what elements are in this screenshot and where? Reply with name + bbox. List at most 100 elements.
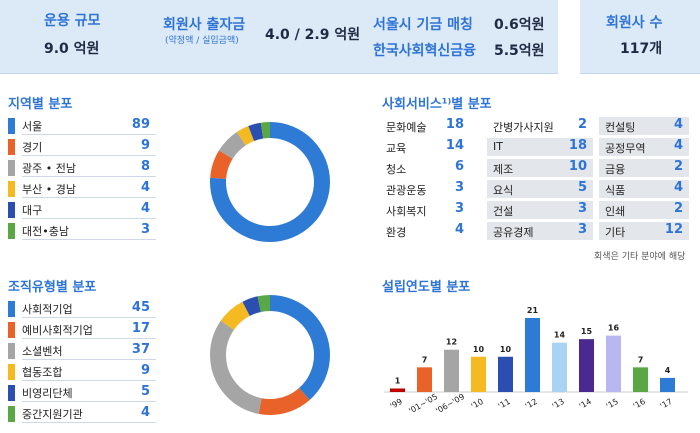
year-tick-label: '17 <box>659 397 674 411</box>
service-value: 2 <box>673 159 683 174</box>
service-item: 금융 2 <box>599 159 689 177</box>
org-legend-item: 협동조합 9 <box>8 363 156 381</box>
legend-value: 4 <box>140 405 150 420</box>
region-legend-item: 광주 • 전남 8 <box>8 159 156 177</box>
service-note: 회색은 기타 분야에 해당 <box>594 252 686 262</box>
service-value: 3 <box>454 180 464 195</box>
region-donut-chart <box>210 122 330 242</box>
year-bar-value: 7 <box>422 355 428 364</box>
legend-divider <box>22 155 156 156</box>
legend-swatch <box>8 160 15 176</box>
year-bar <box>498 356 513 392</box>
region-legend-item: 부산 • 경남 4 <box>8 180 156 198</box>
service-item: 식품 4 <box>599 180 689 198</box>
scale-value: 9.0 억원 <box>44 41 100 57</box>
year-tick-label: '10 <box>470 397 485 411</box>
service-value: 4 <box>454 222 464 237</box>
service-label: 교육 <box>386 142 407 155</box>
legend-value: 5 <box>140 384 150 399</box>
legend-divider <box>22 401 156 402</box>
legend-label: 소셜벤처 <box>22 345 63 358</box>
service-label: 제조 <box>493 163 514 176</box>
org-legend-item: 사회적기업 45 <box>8 300 156 318</box>
legend-swatch <box>8 118 15 134</box>
capital-label: 회원사 출자금 <box>163 17 246 33</box>
legend-swatch <box>8 139 15 155</box>
legend-divider <box>22 359 156 360</box>
service-value: 18 <box>445 117 464 132</box>
service-value: 2 <box>673 201 683 216</box>
legend-value: 17 <box>131 321 150 336</box>
org-slice <box>210 295 330 415</box>
year-tick-label: '16 <box>632 397 647 411</box>
service-value: 3 <box>577 201 587 216</box>
legend-label: 협동조합 <box>22 366 63 379</box>
year-bar <box>606 335 621 392</box>
korea-fund-value: 5.5억원 <box>494 43 545 59</box>
legend-value: 45 <box>131 300 150 315</box>
year-bar <box>390 388 405 392</box>
org-legend-item: 소셜벤처 37 <box>8 342 156 360</box>
legend-divider <box>22 380 156 381</box>
year-bar-value: 1 <box>395 376 401 385</box>
legend-value: 4 <box>140 180 150 195</box>
legend-label: 서울 <box>22 120 43 133</box>
legend-swatch <box>8 202 15 218</box>
service-item: 컨설팅 4 <box>599 117 689 135</box>
legend-swatch <box>8 322 15 338</box>
service-item: 청소 6 <box>380 159 470 177</box>
capital-value: 4.0 / 2.9 억원 <box>265 27 361 43</box>
year-title: 설립연도별 분포 <box>382 280 471 295</box>
service-label: 요식 <box>493 184 514 197</box>
year-bar <box>660 377 675 392</box>
legend-label: 사회적기업 <box>22 303 73 316</box>
service-item: 사회복지 3 <box>380 201 470 219</box>
year-bar-value: 10 <box>500 345 512 354</box>
service-value: 18 <box>568 138 587 153</box>
service-value: 6 <box>454 159 464 174</box>
service-label: IT <box>493 140 503 153</box>
members-label: 회원사 수 <box>606 15 663 31</box>
legend-label: 비영리단체 <box>22 387 73 400</box>
legend-divider <box>22 422 156 423</box>
members-value: 117개 <box>620 41 663 57</box>
region-legend-item: 대구 4 <box>8 201 156 219</box>
service-value: 3 <box>577 222 587 237</box>
year-bar-value: 7 <box>638 355 644 364</box>
region-legend-item: 대전•충남 3 <box>8 222 156 240</box>
service-item: 건설 3 <box>487 201 593 219</box>
legend-divider <box>22 176 156 177</box>
region-slice <box>210 122 330 242</box>
region-legend-item: 경기 9 <box>8 138 156 156</box>
legend-label: 대전•충남 <box>22 225 69 238</box>
service-value: 3 <box>454 201 464 216</box>
legend-label: 예비사회적기업 <box>22 324 93 337</box>
year-tick-label: '15 <box>605 397 620 411</box>
legend-label: 중간지원기관 <box>22 408 83 421</box>
legend-label: 부산 • 경남 <box>22 183 76 196</box>
service-value: 2 <box>577 117 587 132</box>
region-title: 지역별 분포 <box>8 97 73 112</box>
service-label: 간병가사지원 <box>493 121 554 134</box>
year-bar-value: 12 <box>446 338 457 347</box>
service-value: 4 <box>673 117 683 132</box>
year-bar <box>471 356 486 392</box>
service-value: 4 <box>673 180 683 195</box>
service-value: 10 <box>568 159 587 174</box>
year-bar <box>444 349 459 392</box>
org-legend-item: 예비사회적기업 17 <box>8 321 156 339</box>
legend-swatch <box>8 364 15 380</box>
service-label: 기타 <box>605 226 626 239</box>
members-panel: 회원사 수 117개 <box>580 0 700 74</box>
service-label: 관광운동 <box>386 184 427 197</box>
legend-value: 37 <box>131 342 150 357</box>
service-item: 간병가사지원 2 <box>487 117 593 135</box>
org-slice <box>210 295 330 415</box>
legend-value: 3 <box>140 222 150 237</box>
service-item: 문화예술 18 <box>380 117 470 135</box>
legend-swatch <box>8 385 15 401</box>
service-value: 12 <box>664 222 683 237</box>
year-bar <box>552 342 567 392</box>
org-slice <box>210 295 330 415</box>
year-bar-value: 16 <box>608 324 620 333</box>
